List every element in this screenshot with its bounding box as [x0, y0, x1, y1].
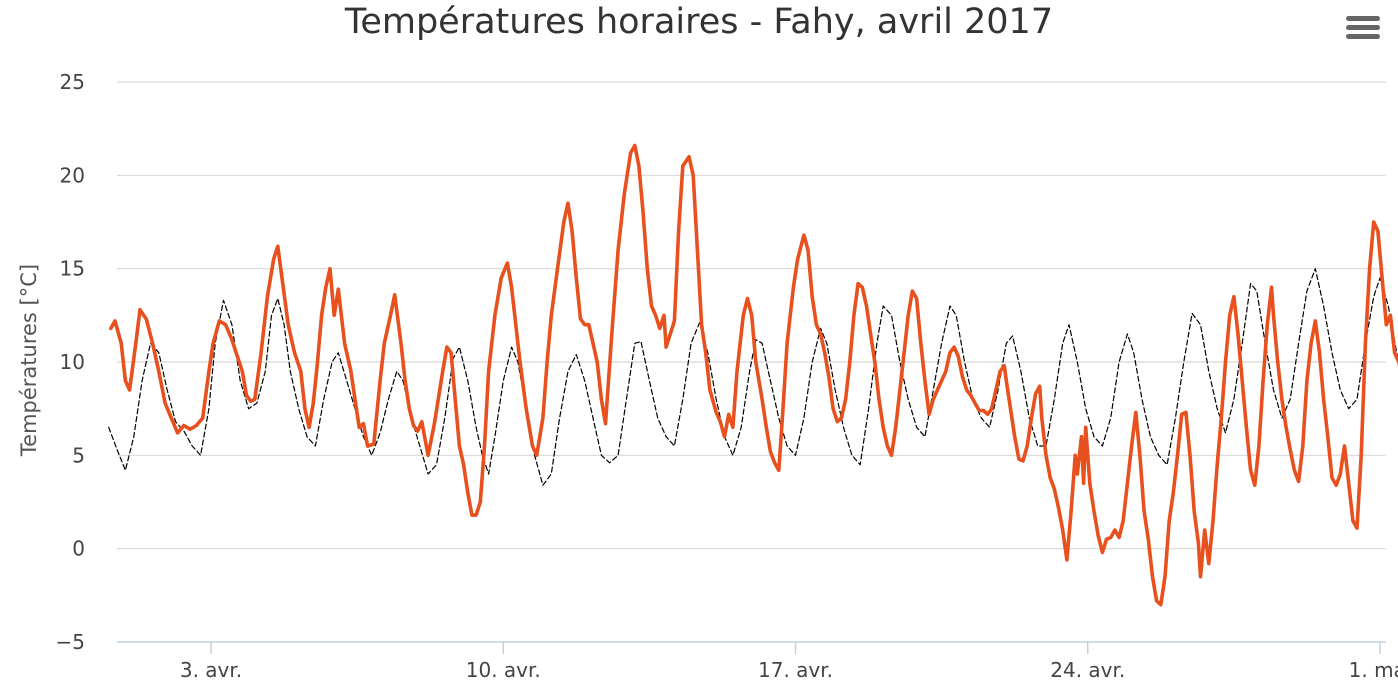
- x-tick-label: 10. avr.: [466, 658, 541, 682]
- y-tick-label: 20: [60, 163, 85, 187]
- x-tick-label: 3. avr.: [180, 658, 242, 682]
- y-tick-label: 0: [72, 537, 85, 561]
- grid-lines: [117, 81, 1386, 643]
- menu-bar: [1346, 16, 1380, 21]
- menu-bar: [1346, 34, 1380, 39]
- y-axis-title: Températures [°C]: [17, 264, 41, 457]
- y-axis-labels: −5 0 5 10 15 20 25: [56, 70, 85, 654]
- chart-title: Températures horaires - Fahy, avril 2017: [344, 2, 1054, 42]
- solid-series-line: [109, 143, 1398, 607]
- menu-bar: [1346, 25, 1380, 30]
- x-tick-label: 1. mai: [1349, 658, 1398, 682]
- x-axis: 3. avr. 10. avr. 17. avr. 24. avr. 1. mai: [180, 642, 1398, 682]
- y-tick-label: 25: [60, 70, 85, 94]
- y-tick-label: −5: [56, 630, 85, 654]
- y-tick-label: 10: [60, 350, 85, 374]
- y-tick-label: 5: [72, 443, 85, 467]
- x-tick-label: 17. avr.: [758, 658, 833, 682]
- x-tick-label: 24. avr.: [1050, 658, 1125, 682]
- series-lines: [108, 143, 1398, 607]
- y-tick-label: 15: [60, 257, 85, 281]
- hamburger-menu-icon[interactable]: [1346, 16, 1380, 46]
